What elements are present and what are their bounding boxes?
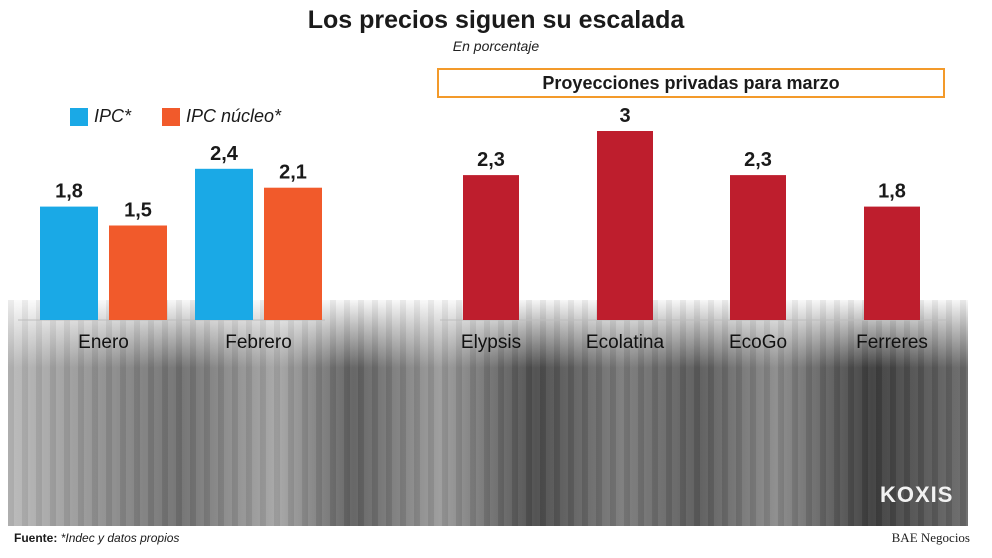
- chart-subtitle: En porcentaje: [452, 38, 540, 54]
- credit: BAE Negocios: [891, 530, 970, 545]
- category-label-enero: Enero: [78, 332, 129, 353]
- bar-ecogo: [730, 175, 786, 320]
- category-label-ferreres: Ferreres: [856, 332, 928, 353]
- source-label: Fuente:: [14, 531, 58, 545]
- value-label-ipc--febrero: 2,4: [210, 143, 239, 165]
- value-label-ecogo: 2,3: [744, 149, 772, 171]
- bar-elypsis: [463, 175, 519, 320]
- value-label-ipc-nucleo--enero: 1,5: [124, 200, 152, 222]
- legend-item-ipc-nucleo: IPC núcleo*: [162, 106, 281, 127]
- bar-ecolatina: [597, 131, 653, 320]
- bar-ipc-nucleo--febrero: [264, 187, 322, 320]
- legend-item-ipc: IPC*: [70, 106, 131, 127]
- legend-swatch-ipc: [70, 107, 88, 126]
- legend-label-ipc-nucleo: IPC núcleo*: [186, 106, 282, 126]
- category-label-febrero: Febrero: [225, 332, 292, 353]
- value-label-ipc-nucleo--febrero: 2,1: [279, 162, 307, 184]
- legend-label-ipc: IPC*: [94, 106, 132, 126]
- legend-swatch-ipc-nucleo: [162, 107, 180, 126]
- value-label-ecolatina: 3: [619, 105, 630, 127]
- category-label-ecolatina: Ecolatina: [586, 332, 665, 353]
- store-sign: KOXIS: [880, 482, 954, 507]
- bar-ipc-nucleo--enero: [109, 225, 167, 320]
- chart-title: Los precios siguen su escalada: [307, 6, 685, 34]
- category-label-elypsis: Elypsis: [461, 332, 521, 353]
- bar-ferreres: [864, 206, 920, 320]
- bar-ipc--febrero: [195, 168, 253, 320]
- source-note: Fuente: *Indec y datos propios: [14, 531, 179, 545]
- value-label-ferreres: 1,8: [878, 181, 906, 203]
- projections-header: Proyecciones privadas para marzo: [437, 68, 945, 98]
- category-label-ecogo: EcoGo: [729, 332, 787, 353]
- value-label-elypsis: 2,3: [477, 149, 505, 171]
- value-label-ipc--enero: 1,8: [55, 181, 83, 203]
- source-text: *Indec y datos propios: [60, 531, 180, 545]
- background-photo: [8, 300, 968, 526]
- bar-ipc--enero: [40, 206, 98, 320]
